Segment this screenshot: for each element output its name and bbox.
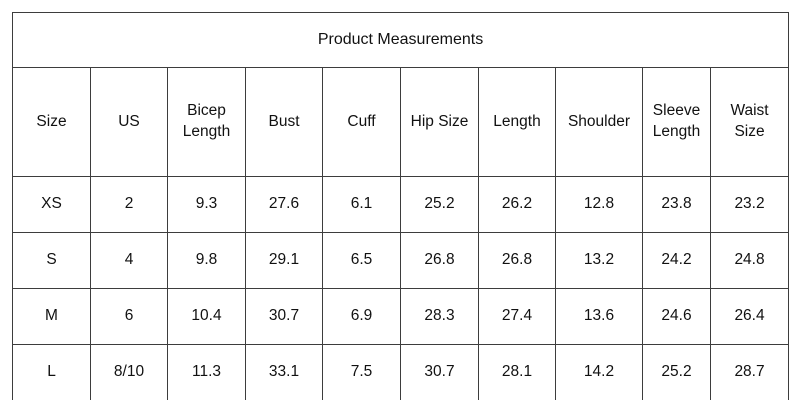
table-body: XS 2 9.3 27.6 6.1 25.2 26.2 12.8 23.8 23.2 S 4 9.8 29… (12, 176, 790, 400)
table-cell: 28.3 (400, 288, 479, 345)
table-cell: 2 (90, 176, 168, 233)
table-cell: 30.7 (245, 288, 323, 345)
table-row: L 8/10 11.3 33.1 7.5 30.7 28.1 14.2 25.2 28.7 (12, 344, 790, 400)
table-cell: 23.8 (642, 176, 711, 233)
table-cell: 26.8 (478, 232, 556, 289)
table-row: XS 2 9.3 27.6 6.1 25.2 26.2 12.8 23.8 23.2 (12, 176, 790, 233)
table-cell: 24.8 (709, 232, 790, 289)
table-cell: 6 (90, 288, 168, 345)
column-header: Shoulder (555, 67, 643, 177)
table-cell: XS (12, 176, 91, 233)
table-cell: 8/10 (90, 344, 168, 400)
table-cell: 33.1 (245, 344, 323, 400)
table-cell: M (12, 288, 91, 345)
table-cell: 6.9 (322, 288, 401, 345)
column-header: Cuff (322, 67, 401, 177)
table-cell: 25.2 (642, 344, 711, 400)
table-cell: 7.5 (322, 344, 401, 400)
table-cell: 13.6 (555, 288, 643, 345)
column-header: Waist Size (709, 67, 790, 177)
table-cell: 27.6 (245, 176, 323, 233)
table-cell: 13.2 (555, 232, 643, 289)
table-cell: 4 (90, 232, 168, 289)
table-header-row: Size US Bicep Length Bust Cuff Hip Size Length… (12, 67, 790, 177)
column-header: Size (12, 67, 91, 177)
product-measurements-table: Product Measurements Size US Bicep Length B… (11, 12, 790, 400)
table-cell: 6.1 (322, 176, 401, 233)
table-cell: 11.3 (167, 344, 246, 400)
table-cell: 23.2 (709, 176, 790, 233)
table-cell: 28.1 (478, 344, 556, 400)
table-cell: 27.4 (478, 288, 556, 345)
table-cell: 9.3 (167, 176, 246, 233)
table-cell: 30.7 (400, 344, 479, 400)
column-header: Bust (245, 67, 323, 177)
column-header: Sleeve Length (642, 67, 711, 177)
table-cell: 26.4 (709, 288, 790, 345)
table-cell: 26.2 (478, 176, 556, 233)
table-cell: 25.2 (400, 176, 479, 233)
column-header: Length (478, 67, 556, 177)
column-header: US (90, 67, 168, 177)
table-row: M 6 10.4 30.7 6.9 28.3 27.4 13.6 24.6 26.4 (12, 288, 790, 345)
table-cell: 14.2 (555, 344, 643, 400)
table-cell: 29.1 (245, 232, 323, 289)
table-title: Product Measurements (11, 12, 790, 68)
column-header: Hip Size (400, 67, 479, 177)
table-cell: 24.6 (642, 288, 711, 345)
table-cell: 24.2 (642, 232, 711, 289)
table-cell: 12.8 (555, 176, 643, 233)
table-row: S 4 9.8 29.1 6.5 26.8 26.8 13.2 24.2 24.8 (12, 232, 790, 289)
column-header: Bicep Length (167, 67, 246, 177)
table-title-row: Product Measurements (11, 12, 790, 68)
table-cell: 28.7 (709, 344, 790, 400)
table-cell: S (12, 232, 91, 289)
table-cell: 10.4 (167, 288, 246, 345)
table-cell: 26.8 (400, 232, 479, 289)
table-cell: 6.5 (322, 232, 401, 289)
table-cell: L (12, 344, 91, 400)
table-cell: 9.8 (167, 232, 246, 289)
